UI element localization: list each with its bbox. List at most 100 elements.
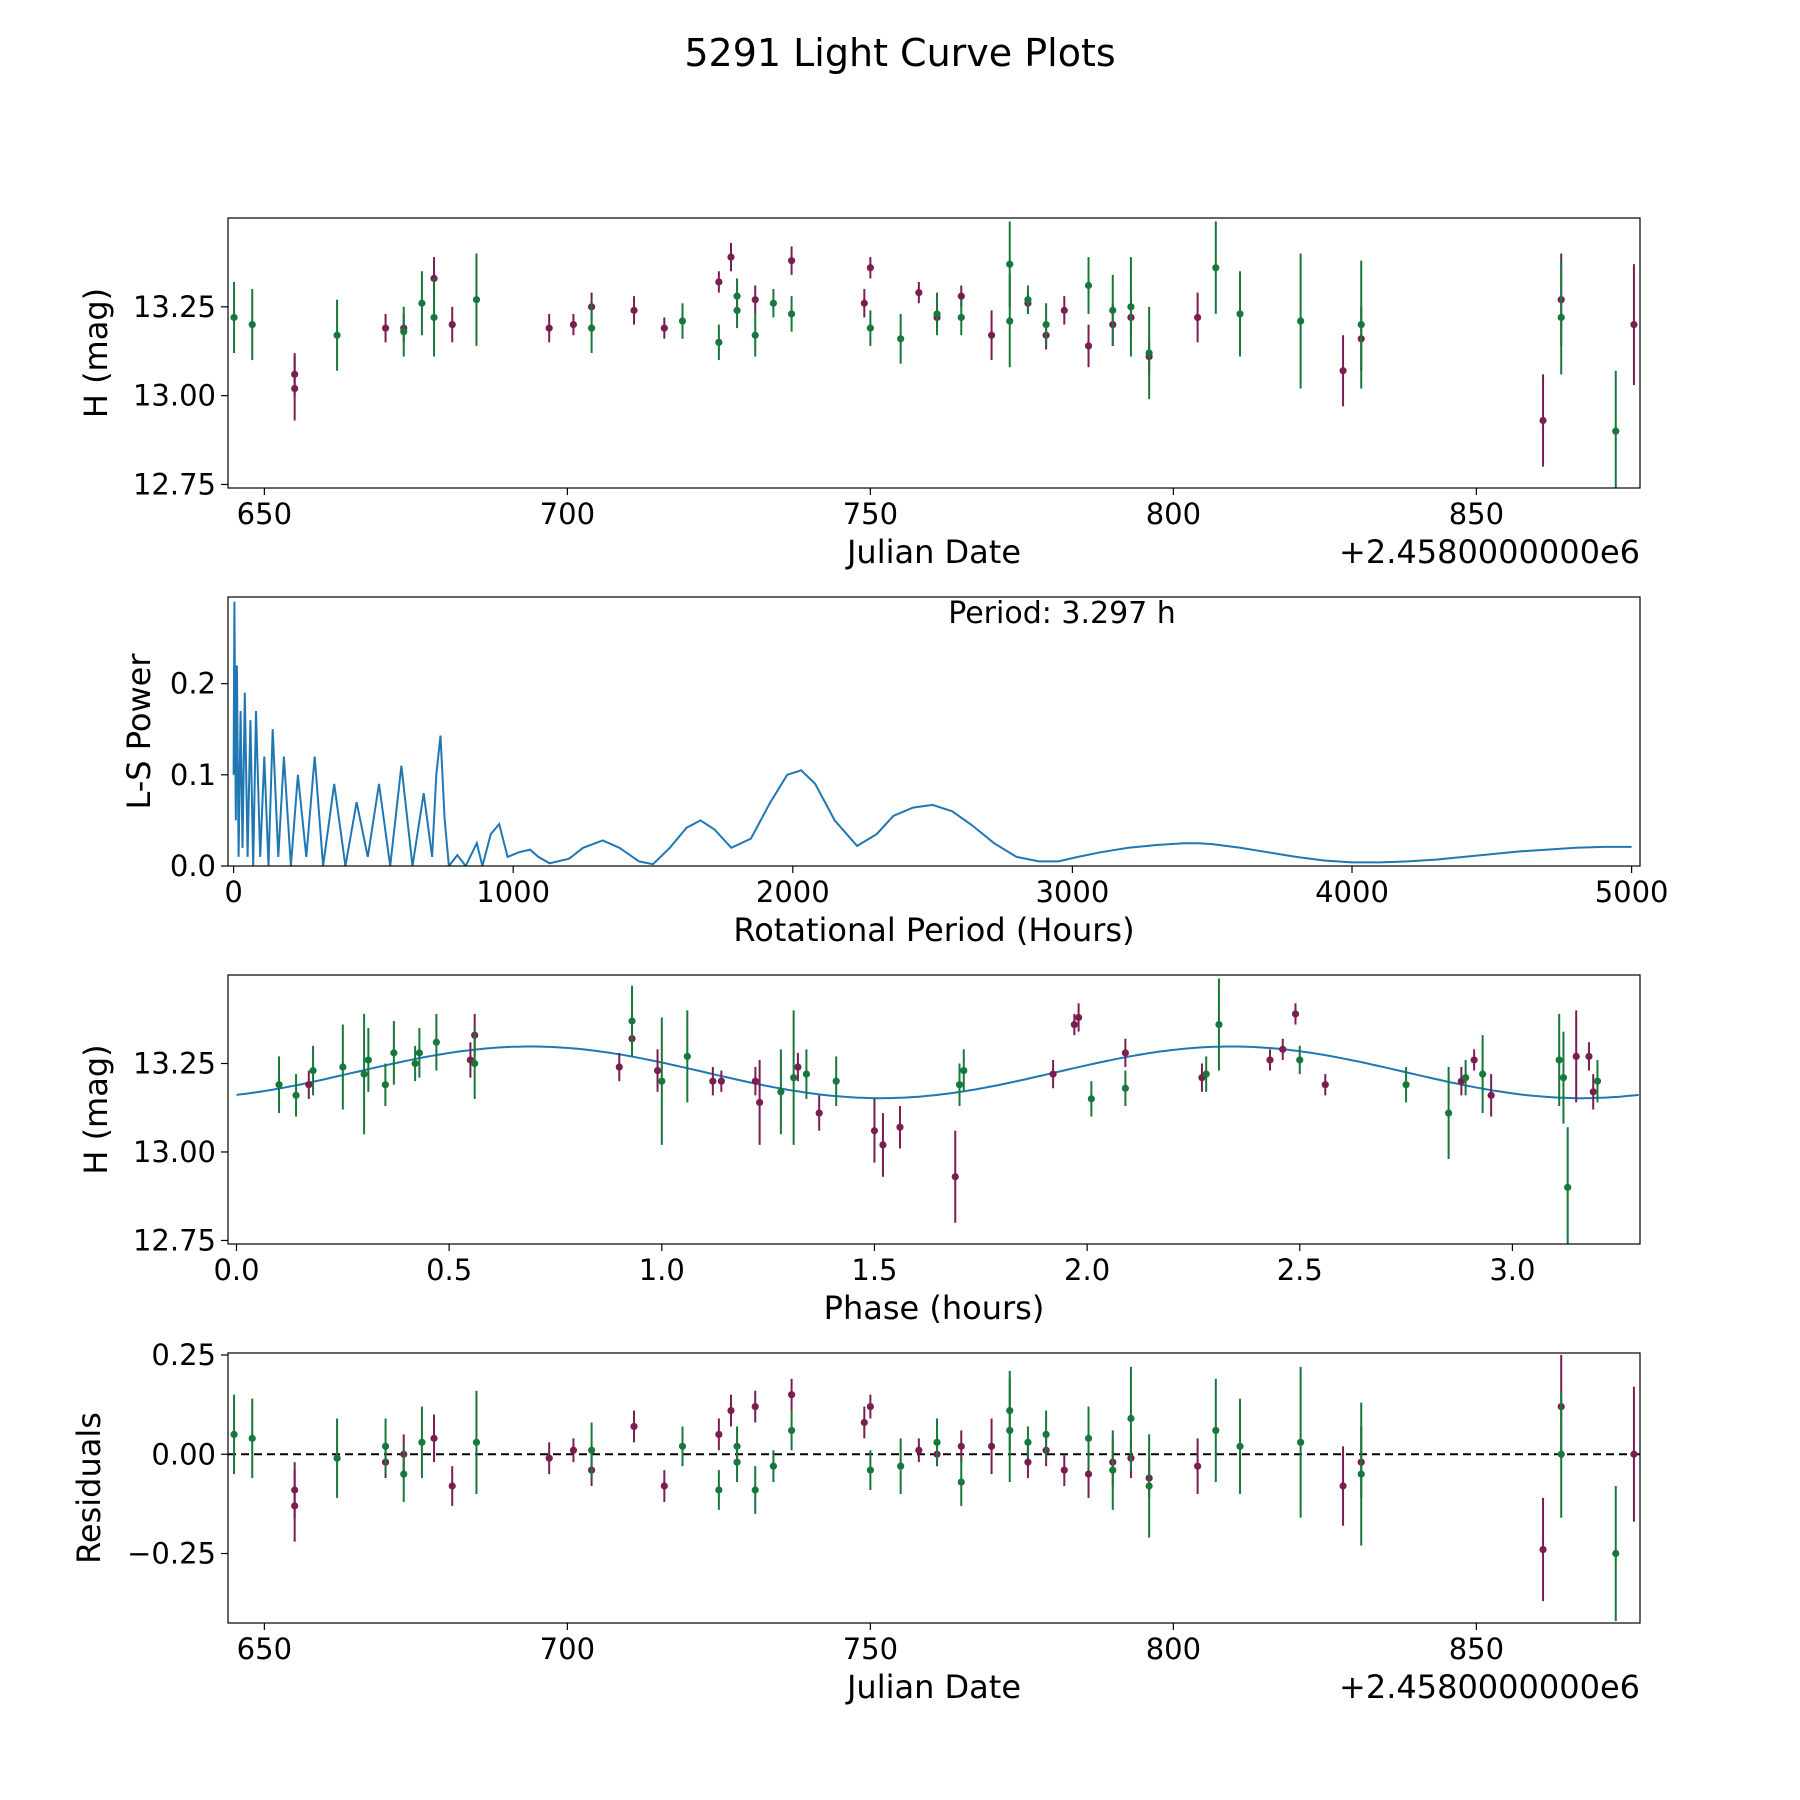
- panel-lightcurve: 650 700 750 800 850 12.75 13.00 13.25 Julian Dat…: [77, 217, 1641, 571]
- x-tick-label: 750: [843, 1632, 898, 1666]
- plot-area-periodogram: [232, 601, 1632, 866]
- x-axis-label: Rotational Period (Hours): [733, 911, 1134, 949]
- data-point: [1084, 1434, 1093, 1442]
- x-tick-label: 650: [237, 1632, 292, 1666]
- data-point: [794, 1063, 802, 1071]
- x-tick-label: 850: [1449, 1632, 1504, 1666]
- data-point: [1060, 306, 1068, 314]
- data-point: [1630, 1450, 1638, 1458]
- data-point: [390, 1049, 398, 1057]
- data-point: [230, 1430, 238, 1438]
- data-point: [1339, 367, 1347, 375]
- data-point: [588, 1446, 596, 1454]
- data-point: [569, 1446, 578, 1454]
- x-offset-label: +2.4580000000e6: [1339, 533, 1640, 571]
- data-point: [305, 1081, 313, 1089]
- data-point: [1291, 1010, 1300, 1018]
- data-point: [1042, 1430, 1050, 1438]
- data-point: [1121, 1084, 1129, 1092]
- x-tick-label: 0: [224, 875, 242, 909]
- data-point: [678, 1442, 687, 1450]
- data-point: [1084, 281, 1093, 290]
- data-point: [1339, 1482, 1347, 1490]
- data-point: [660, 1482, 668, 1490]
- x-axis-label: Julian Date: [845, 533, 1021, 571]
- y-tick-label: 13.00: [133, 379, 216, 413]
- data-point: [569, 320, 578, 329]
- data-point: [678, 317, 687, 325]
- data-point: [715, 278, 723, 286]
- data-point: [751, 1077, 759, 1085]
- data-point: [1109, 1466, 1117, 1474]
- data-point: [381, 1442, 390, 1450]
- data-point: [1266, 1056, 1274, 1064]
- data-point: [588, 324, 596, 332]
- data-point: [545, 1454, 553, 1462]
- data-point: [751, 1403, 759, 1411]
- data-point: [1297, 1438, 1305, 1446]
- data-point: [957, 292, 965, 300]
- data-point: [1445, 1109, 1453, 1117]
- data-point: [448, 320, 456, 329]
- data-point: [658, 1077, 666, 1085]
- data-point: [1121, 1049, 1129, 1057]
- data-point: [933, 1438, 941, 1446]
- y-axis-label: Residuals: [70, 1412, 108, 1564]
- data-point: [1357, 320, 1365, 329]
- data-point: [628, 1017, 636, 1025]
- data-point: [1357, 1470, 1365, 1478]
- data-point: [1479, 1070, 1487, 1078]
- data-point: [660, 324, 668, 332]
- x-tick-label: 4000: [1315, 875, 1389, 909]
- x-tick-label: 1.0: [639, 1253, 685, 1287]
- x-tick-label: 1000: [476, 875, 550, 909]
- data-point: [291, 384, 299, 393]
- y-axis-label: L-S Power: [120, 653, 158, 810]
- axes-frame: [227, 596, 1641, 867]
- data-point: [630, 1422, 638, 1431]
- data-point: [1470, 1056, 1478, 1064]
- data-point: [291, 1502, 299, 1510]
- data-point: [802, 1070, 811, 1078]
- data-point: [472, 1438, 481, 1446]
- data-point: [448, 1482, 456, 1490]
- data-point: [1127, 1414, 1135, 1423]
- y-tick-label: 0.25: [151, 1338, 216, 1372]
- data-point: [787, 1391, 796, 1399]
- x-tick-label: 750: [843, 497, 898, 531]
- data-point: [987, 1442, 996, 1450]
- data-point: [787, 1426, 796, 1435]
- y-tick-label: 0.0: [170, 849, 216, 883]
- data-point: [915, 289, 923, 297]
- data-point: [715, 338, 723, 346]
- y-tick-label: 13.25: [133, 290, 216, 324]
- data-point: [471, 1059, 479, 1068]
- axes-frame: [227, 974, 1641, 1245]
- x-tick-label: 2.5: [1277, 1253, 1323, 1287]
- plot-area-residuals: [228, 1354, 1640, 1622]
- x-axis-label: Phase (hours): [824, 1289, 1045, 1327]
- data-point: [1559, 1074, 1568, 1082]
- data-point: [897, 1462, 905, 1470]
- y-tick-label: 13.00: [133, 1135, 216, 1169]
- axes-frame: [227, 217, 1641, 489]
- data-point: [364, 1056, 372, 1064]
- x-tick-label: 700: [540, 497, 595, 531]
- data-point: [381, 1081, 389, 1089]
- x-tick-label: 5000: [1595, 875, 1669, 909]
- data-point: [790, 1074, 798, 1082]
- data-point: [1145, 1482, 1153, 1490]
- y-tick-label: −0.25: [127, 1537, 216, 1571]
- data-point: [1084, 342, 1093, 350]
- data-point: [1612, 427, 1620, 435]
- x-tick-label: 1.5: [851, 1253, 897, 1287]
- data-point: [1296, 1056, 1304, 1064]
- data-point: [957, 313, 965, 322]
- data-point: [933, 310, 941, 318]
- series-b: [230, 1366, 1620, 1622]
- data-point: [866, 1466, 874, 1474]
- data-point: [400, 328, 408, 336]
- data-point: [230, 313, 238, 322]
- data-point: [1487, 1091, 1495, 1099]
